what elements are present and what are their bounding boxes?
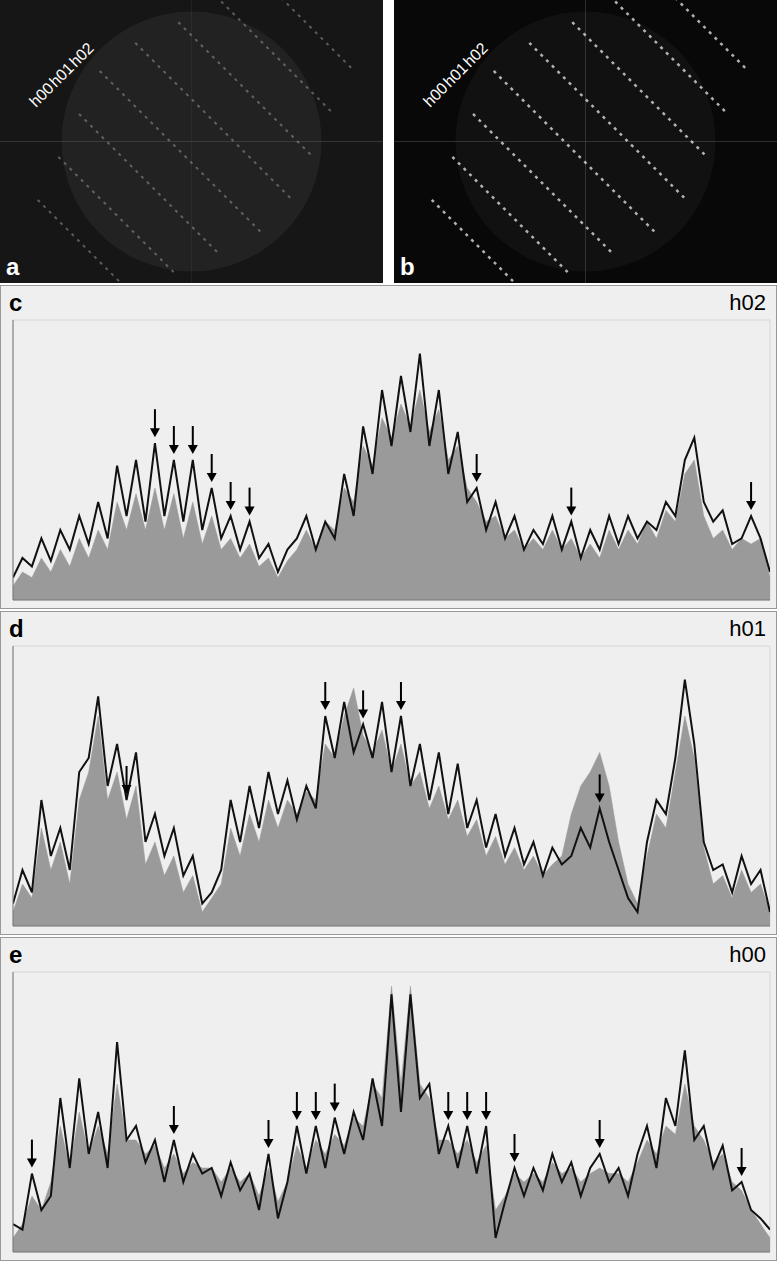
svg-text:h02: h02: [66, 39, 97, 71]
svg-text:h00: h00: [26, 79, 57, 110]
svg-text:b: b: [400, 253, 415, 280]
svg-text:h00: h00: [420, 79, 451, 110]
html-text:d: d: [9, 615, 24, 642]
svg-text:h01: h01: [46, 59, 77, 91]
html-text:c: c: [9, 289, 23, 316]
svg-text:h01: h01: [440, 59, 471, 91]
html-text:h02: h02: [729, 290, 766, 315]
html-text:h01: h01: [729, 616, 766, 641]
svg-text:h02: h02: [460, 39, 491, 71]
html-text:h00: h00: [729, 942, 766, 967]
svg-text:a: a: [6, 253, 20, 280]
html-text:e: e: [9, 941, 23, 968]
